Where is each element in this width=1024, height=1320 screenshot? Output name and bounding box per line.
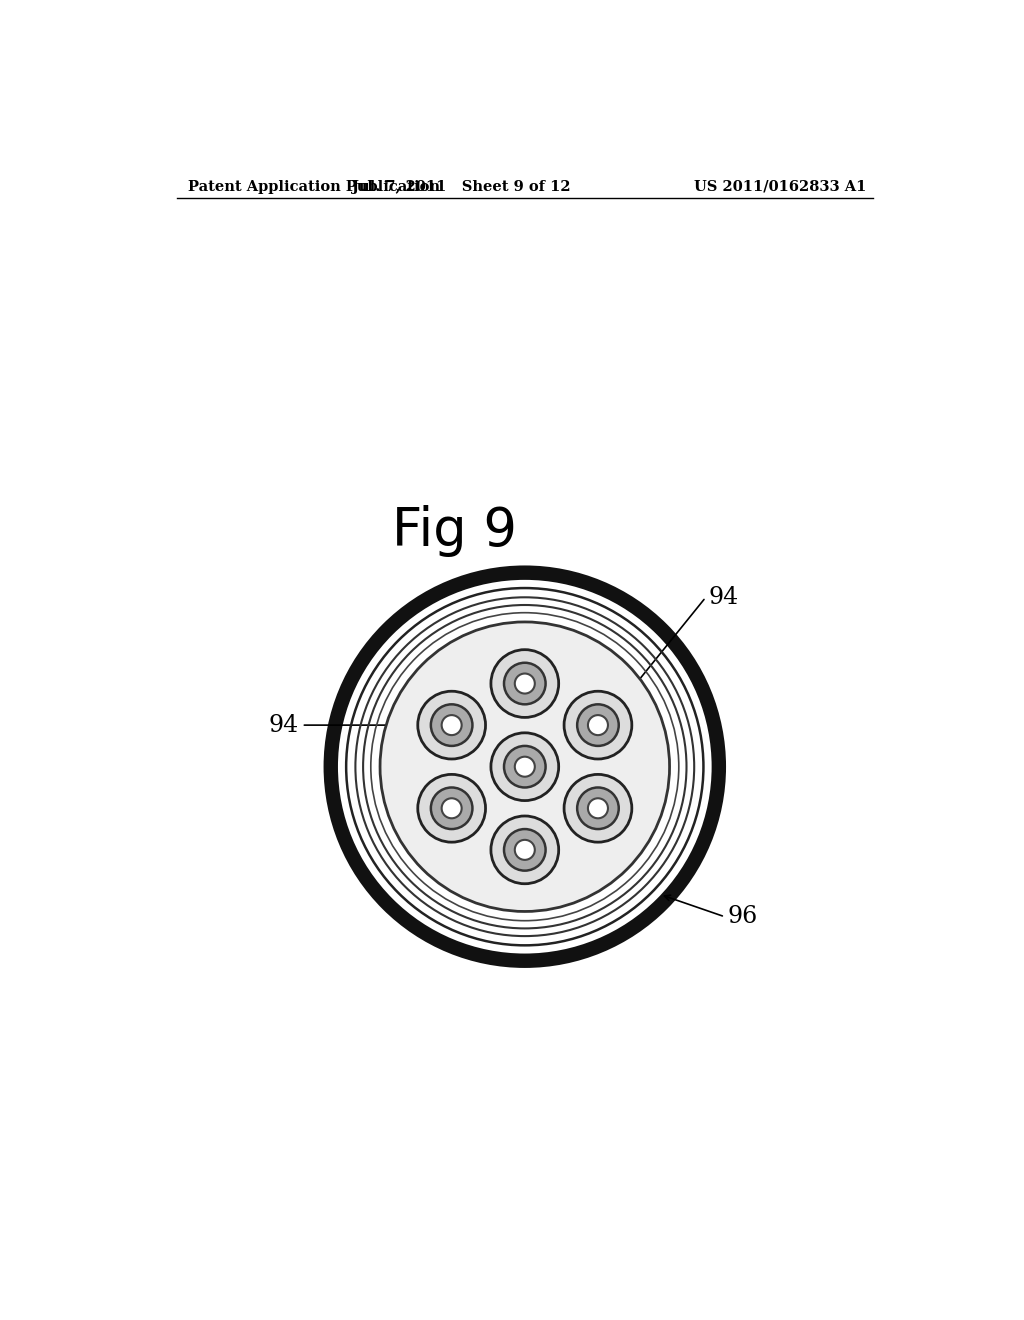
Circle shape — [578, 705, 618, 746]
Circle shape — [504, 663, 546, 705]
Circle shape — [380, 622, 670, 911]
Circle shape — [504, 829, 546, 871]
Circle shape — [431, 788, 472, 829]
Text: 94: 94 — [708, 586, 738, 609]
Circle shape — [490, 649, 559, 718]
Circle shape — [515, 756, 535, 776]
Circle shape — [515, 673, 535, 693]
Circle shape — [578, 788, 618, 829]
Circle shape — [325, 566, 725, 966]
Circle shape — [441, 715, 462, 735]
Circle shape — [490, 733, 559, 800]
Circle shape — [504, 746, 546, 788]
Circle shape — [564, 692, 632, 759]
Circle shape — [441, 799, 462, 818]
Text: 94: 94 — [269, 714, 299, 737]
Circle shape — [490, 816, 559, 884]
Circle shape — [588, 715, 608, 735]
Text: Jul. 7, 2011   Sheet 9 of 12: Jul. 7, 2011 Sheet 9 of 12 — [352, 180, 571, 194]
Circle shape — [431, 705, 472, 746]
Text: Fig 9: Fig 9 — [392, 506, 517, 557]
Text: Patent Application Publication: Patent Application Publication — [188, 180, 440, 194]
Circle shape — [564, 775, 632, 842]
Circle shape — [588, 799, 608, 818]
Circle shape — [515, 840, 535, 859]
Circle shape — [337, 578, 713, 954]
Circle shape — [418, 692, 485, 759]
Text: US 2011/0162833 A1: US 2011/0162833 A1 — [693, 180, 866, 194]
Text: 96: 96 — [727, 906, 758, 928]
Circle shape — [418, 775, 485, 842]
